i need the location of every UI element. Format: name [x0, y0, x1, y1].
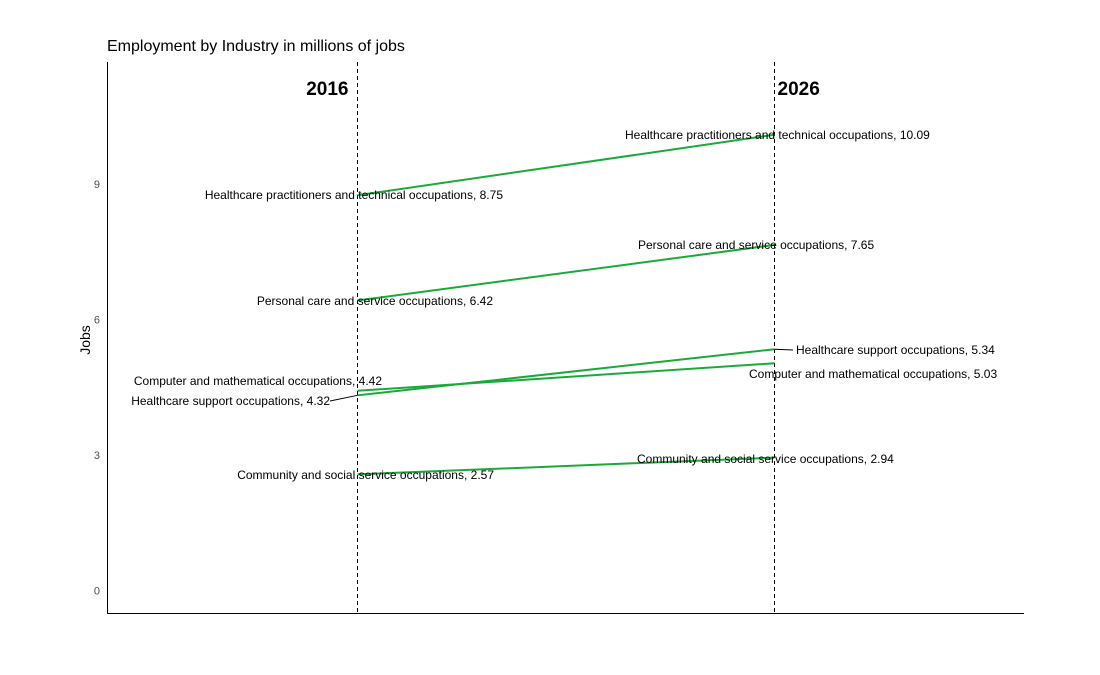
y-tick-label: 0	[94, 585, 100, 597]
series-line	[357, 133, 775, 197]
y-axis-label: Jobs	[77, 325, 93, 355]
data-label-group: Healthcare practitioners and technical o…	[131, 128, 997, 482]
y-tick-label: 6	[94, 314, 100, 326]
data-label: Healthcare practitioners and technical o…	[205, 188, 504, 202]
series-line-group	[357, 133, 775, 476]
series-line	[357, 348, 775, 397]
series-line	[357, 456, 775, 476]
year-header-2026: 2026	[778, 79, 820, 100]
data-label: Computer and mathematical occupations, 5…	[749, 367, 997, 381]
series-line	[357, 243, 775, 302]
y-tick-group: 0 3 6 9	[94, 179, 100, 597]
data-label: Community and social service occupations…	[237, 468, 494, 482]
data-label: Community and social service occupations…	[637, 452, 894, 466]
label-leader-line	[774, 348, 794, 351]
year-header-2016: 2016	[306, 79, 348, 100]
data-label: Personal care and service occupations, 7…	[638, 238, 874, 252]
label-leader-line	[329, 394, 358, 402]
series-line	[357, 362, 775, 392]
year-divider-group: 2016 2026	[306, 62, 820, 613]
data-label: Healthcare support occupations, 4.32	[131, 394, 330, 408]
chart-title: Employment by Industry in millions of jo…	[107, 38, 405, 55]
data-label: Computer and mathematical occupations, 4…	[134, 374, 382, 388]
y-tick-label: 9	[94, 179, 100, 191]
data-label: Healthcare support occupations, 5.34	[796, 343, 995, 357]
data-label: Personal care and service occupations, 6…	[257, 294, 493, 308]
y-tick-label: 3	[94, 450, 100, 462]
data-label: Healthcare practitioners and technical o…	[625, 128, 930, 142]
